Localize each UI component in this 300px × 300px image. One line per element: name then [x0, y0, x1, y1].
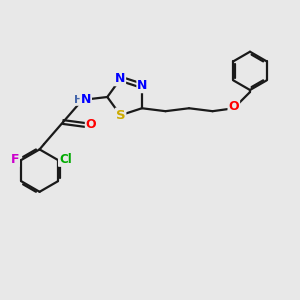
- Text: S: S: [116, 109, 125, 122]
- Text: N: N: [81, 93, 91, 106]
- Text: H: H: [74, 95, 83, 105]
- Text: O: O: [229, 100, 239, 113]
- Text: O: O: [86, 118, 96, 131]
- Text: N: N: [115, 72, 125, 85]
- Text: N: N: [137, 79, 148, 92]
- Text: F: F: [11, 153, 19, 166]
- Text: Cl: Cl: [59, 153, 72, 166]
